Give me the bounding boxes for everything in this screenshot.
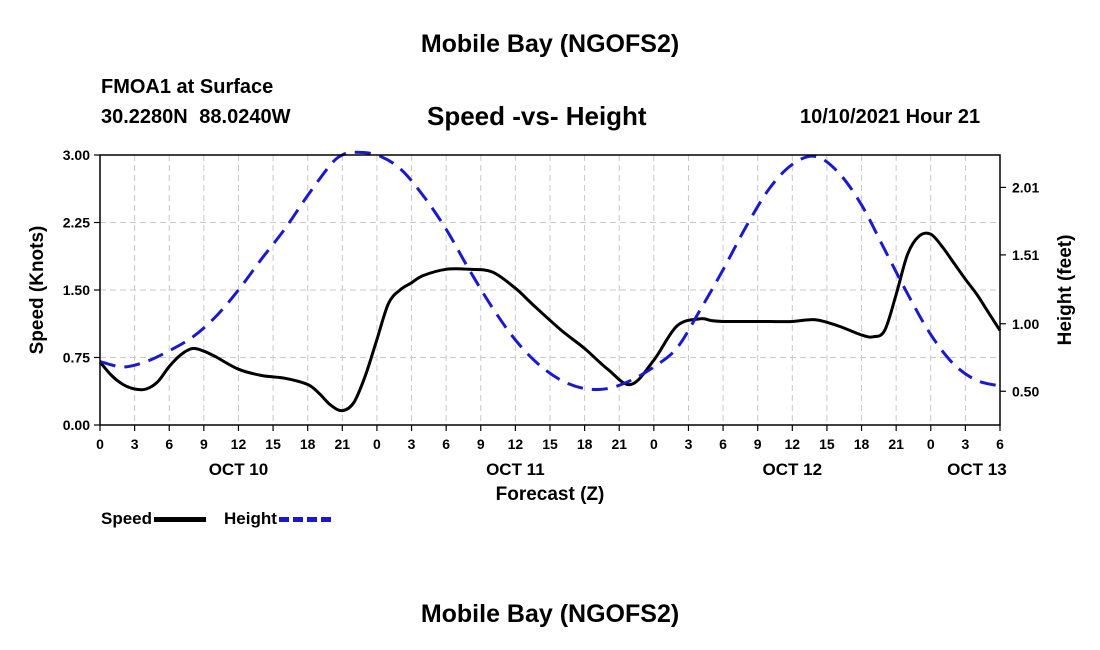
x-tick-label: 12 <box>231 436 247 452</box>
day-label: OCT 11 <box>486 460 545 479</box>
y2-tick-label: 1.51 <box>1012 247 1039 263</box>
x-tick-label: 21 <box>335 436 351 452</box>
x-tick-label: 15 <box>542 436 558 452</box>
x-tick-label: 3 <box>685 436 693 452</box>
legend: Speed Height <box>101 509 349 529</box>
x-tick-label: 9 <box>477 436 485 452</box>
x-tick-label: 15 <box>265 436 281 452</box>
x-tick-label: 6 <box>996 436 1004 452</box>
station-coordinates: 30.2280N 88.0240W <box>101 106 291 128</box>
y2-axis-label: Height (feet) <box>1055 235 1076 346</box>
x-tick-label: 12 <box>508 436 524 452</box>
series-lines <box>98 150 1002 413</box>
x-tick-label: 0 <box>96 436 104 452</box>
chart-title: Speed -vs- Height <box>427 101 647 131</box>
x-tick-label: 6 <box>165 436 173 452</box>
x-tick-label: 15 <box>819 436 835 452</box>
x-tick-label: 3 <box>131 436 139 452</box>
legend-height-label: Height <box>224 509 277 528</box>
footer-title: Mobile Bay (NGOFS2) <box>420 600 680 628</box>
series-line-speed <box>98 231 1002 413</box>
day-label: OCT 10 <box>209 460 269 479</box>
axes: 0 3 6 9 12 15 18 21 0 3 6 9 12 15 18 21 0 3 6 9 12 15 18 21 0 3 6 0… <box>63 147 1040 479</box>
station-label: FMOA1 at Surface <box>101 76 274 98</box>
x-tick-label: 21 <box>611 436 627 452</box>
legend-speed-line <box>154 516 207 522</box>
y2-tick-label: 1.00 <box>1012 316 1039 332</box>
x-tick-label: 0 <box>650 436 658 452</box>
x-tick-label: 0 <box>373 436 381 452</box>
x-axis-label: Forecast (Z) <box>496 484 605 505</box>
legend-height-line <box>278 516 331 522</box>
y-axis-label: Speed (Knots) <box>27 226 48 355</box>
series-line-height <box>99 150 1001 392</box>
grid-lines <box>100 155 1000 425</box>
x-tick-label: 0 <box>927 436 935 452</box>
x-tick-label: 18 <box>300 436 316 452</box>
page-title: Mobile Bay (NGOFS2) <box>420 30 680 58</box>
x-tick-label: 21 <box>888 436 904 452</box>
forecast-datetime: 10/10/2021 Hour 21 <box>800 106 981 128</box>
y-tick-label: 3.00 <box>63 147 90 163</box>
x-tick-label: 18 <box>577 436 593 452</box>
x-tick-label: 3 <box>961 436 969 452</box>
day-label: OCT 12 <box>763 460 823 479</box>
x-tick-label: 18 <box>854 436 870 452</box>
x-tick-label: 6 <box>442 436 450 452</box>
y-tick-label: 1.50 <box>63 282 90 298</box>
y2-tick-label: 2.01 <box>1012 179 1039 195</box>
x-tick-label: 9 <box>754 436 762 452</box>
y-tick-label: 2.25 <box>63 215 90 231</box>
x-tick-label: 12 <box>785 436 801 452</box>
day-label: OCT 13 <box>947 460 1007 479</box>
y-tick-label: 0.00 <box>63 417 90 433</box>
y2-tick-label: 0.50 <box>1012 383 1039 399</box>
y-tick-label: 0.75 <box>63 350 90 366</box>
legend-speed-label: Speed <box>101 509 153 528</box>
x-tick-label: 6 <box>719 436 727 452</box>
x-tick-label: 9 <box>200 436 208 452</box>
x-tick-label: 3 <box>408 436 416 452</box>
